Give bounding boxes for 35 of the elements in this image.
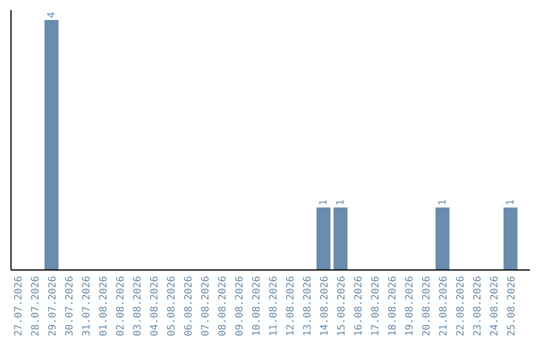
x-tick-label: 06.08.2026: [184, 276, 194, 336]
x-tick-label: 19.08.2026: [404, 276, 416, 336]
x-tick-label: 11.08.2026: [268, 276, 280, 336]
x-tick-label: 24.08.2026: [490, 276, 500, 336]
x-tick-label: 12.08.2026: [286, 276, 296, 336]
data-label: 1: [438, 199, 448, 206]
x-tick-label: 20.08.2026: [422, 276, 432, 336]
x-tick-label: 15.08.2026: [336, 276, 348, 336]
x-tick-label: 10.08.2026: [252, 276, 262, 336]
x-tick-label: 30.07.2026: [64, 276, 76, 336]
x-tick-label: 18.08.2026: [388, 276, 398, 336]
x-tick-label: 17.08.2026: [370, 276, 382, 336]
x-tick-label: 27.07.2026: [14, 276, 24, 336]
data-label: 4: [46, 12, 58, 18]
x-tick-label: 23.08.2026: [472, 276, 484, 336]
x-tick-label: 29.07.2026: [48, 276, 58, 336]
x-tick-label: 01.08.2026: [98, 276, 110, 336]
x-tick-label: 25.08.2026: [506, 276, 518, 336]
data-label: 1: [318, 199, 330, 206]
x-tick-label: 16.08.2026: [354, 276, 364, 336]
x-tick-label: 13.08.2026: [302, 276, 314, 336]
x-tick-label: 08.08.2026: [218, 276, 228, 336]
x-tick-label: 31.07.2026: [82, 276, 92, 336]
x-tick-label: 04.08.2026: [150, 276, 160, 336]
x-tick-label: 14.08.2026: [320, 276, 330, 336]
x-tick-label: 03.08.2026: [132, 276, 144, 336]
x-tick-label: 28.07.2026: [30, 276, 42, 336]
x-tick-label: 02.08.2026: [116, 276, 126, 336]
data-label: 1: [506, 199, 516, 206]
x-tick-label: 05.08.2026: [166, 276, 178, 336]
x-tick-label: 07.08.2026: [200, 276, 212, 336]
x-tick-label: 09.08.2026: [234, 276, 246, 336]
x-tick-label: 21.08.2026: [438, 276, 450, 336]
x-tick-label: 22.08.2026: [456, 276, 466, 336]
data-label: 1: [336, 199, 346, 206]
